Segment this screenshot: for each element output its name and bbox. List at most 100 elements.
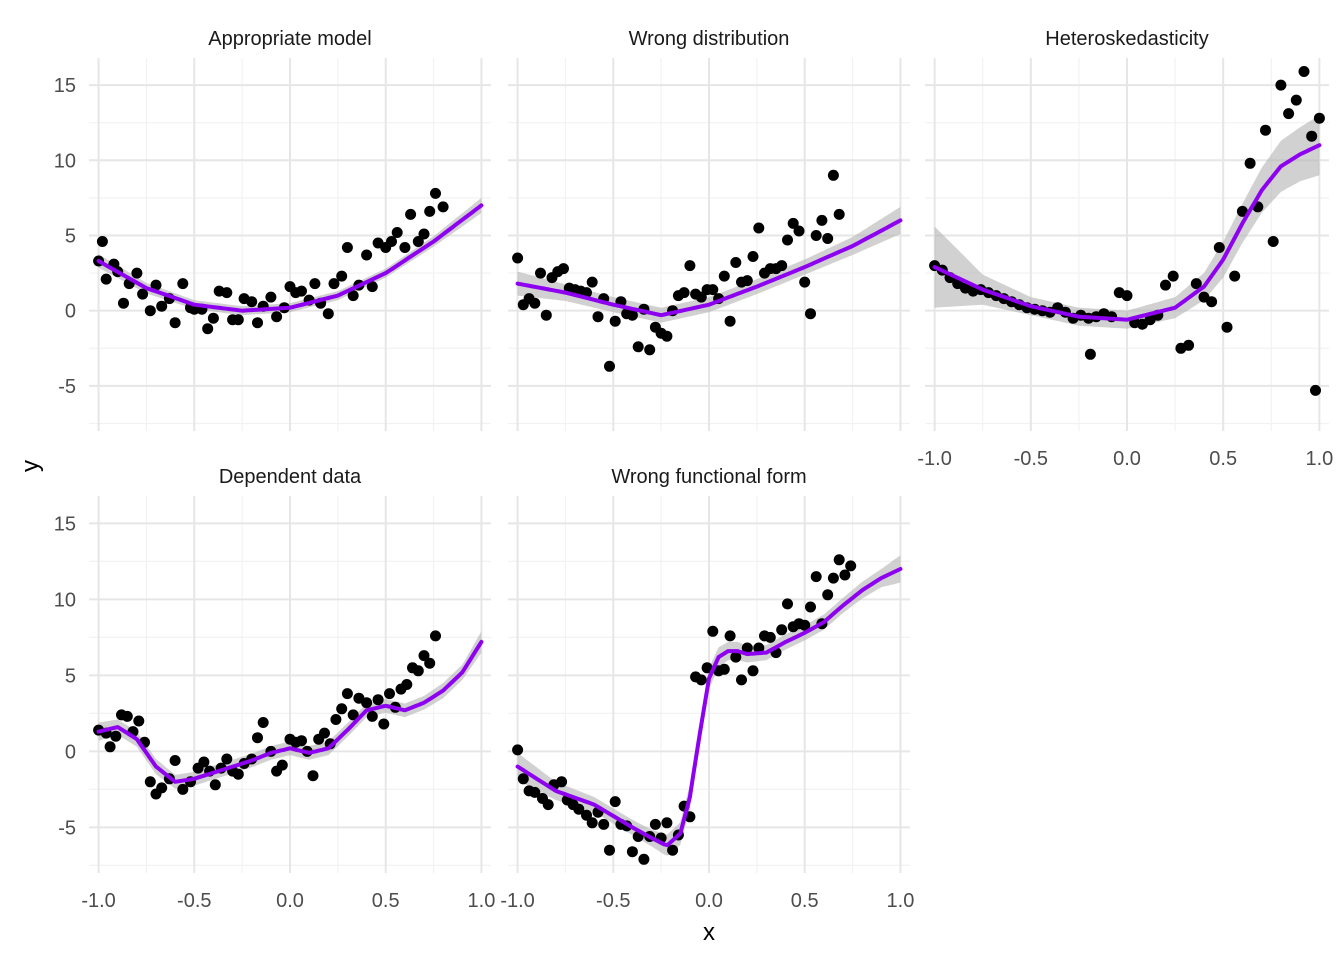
confidence-band bbox=[934, 115, 1320, 329]
data-point bbox=[336, 270, 348, 282]
data-point bbox=[131, 267, 143, 279]
y-tick-label: 0 bbox=[65, 741, 76, 763]
data-point bbox=[418, 228, 430, 240]
data-point bbox=[1290, 94, 1302, 106]
data-point bbox=[827, 169, 839, 181]
x-tick-label: -1.0 bbox=[81, 890, 115, 912]
data-point bbox=[718, 270, 730, 282]
data-point bbox=[418, 650, 430, 662]
data-point bbox=[604, 844, 615, 856]
x-tick-label: 1.0 bbox=[887, 890, 915, 912]
smooth-line bbox=[515, 567, 903, 848]
data-point bbox=[309, 278, 321, 290]
data-point bbox=[598, 818, 610, 830]
data-point bbox=[535, 267, 546, 279]
x-tick-label: 0.5 bbox=[1209, 448, 1237, 470]
y-tick-label: 0 bbox=[65, 301, 76, 323]
data-point bbox=[542, 799, 554, 811]
data-point bbox=[1160, 279, 1171, 291]
data-point bbox=[833, 554, 845, 566]
data-point bbox=[586, 276, 598, 288]
data-point bbox=[177, 278, 189, 290]
data-point bbox=[322, 308, 334, 320]
data-point bbox=[252, 317, 263, 329]
data-point bbox=[144, 305, 156, 317]
data-point bbox=[810, 571, 822, 583]
data-point bbox=[810, 230, 822, 241]
data-point bbox=[558, 263, 569, 275]
data-point bbox=[793, 225, 805, 237]
data-point bbox=[540, 309, 552, 321]
data-point bbox=[257, 717, 269, 728]
data-point bbox=[252, 732, 263, 744]
data-point bbox=[753, 222, 765, 234]
data-point bbox=[401, 679, 413, 690]
data-point bbox=[1084, 348, 1096, 360]
data-point bbox=[144, 776, 156, 788]
data-point bbox=[678, 287, 690, 299]
y-tick-label: 5 bbox=[65, 225, 76, 247]
data-point bbox=[430, 187, 441, 199]
data-point bbox=[592, 311, 604, 323]
data-point bbox=[512, 252, 524, 264]
data-point bbox=[405, 208, 417, 220]
data-point bbox=[1298, 66, 1310, 77]
smooth-line bbox=[96, 203, 484, 313]
y-tick-label: 10 bbox=[54, 150, 76, 172]
data-point bbox=[609, 796, 621, 808]
data-point bbox=[366, 710, 378, 722]
data-point bbox=[1275, 79, 1287, 91]
x-tick-label: -1.0 bbox=[917, 448, 951, 470]
data-point bbox=[384, 688, 395, 700]
data-point bbox=[667, 844, 679, 856]
data-point bbox=[150, 279, 162, 291]
data-point bbox=[787, 217, 799, 229]
data-point bbox=[747, 251, 759, 262]
data-point bbox=[221, 287, 233, 299]
data-point bbox=[202, 323, 214, 335]
data-point bbox=[330, 714, 342, 725]
data-point bbox=[1121, 290, 1133, 302]
y-tick-label: 5 bbox=[65, 665, 76, 687]
data-point bbox=[271, 311, 283, 323]
data-point bbox=[833, 208, 845, 220]
data-point bbox=[517, 773, 529, 785]
data-point bbox=[782, 598, 793, 610]
y-tick-label: -5 bbox=[58, 376, 76, 398]
x-tick-label: -0.5 bbox=[1014, 448, 1048, 470]
data-point bbox=[782, 234, 793, 246]
facet-panels: Appropriate model -5 0 5 10 15 Wrong distribut… bbox=[54, 28, 1334, 912]
data-point bbox=[649, 818, 661, 830]
data-point bbox=[1221, 321, 1233, 333]
smooth-line bbox=[515, 218, 903, 318]
data-point bbox=[644, 344, 656, 356]
data-point bbox=[207, 312, 219, 324]
data-point bbox=[118, 297, 129, 309]
data-point bbox=[361, 249, 373, 261]
data-point bbox=[412, 236, 424, 247]
confidence-band bbox=[98, 197, 482, 316]
data-point bbox=[100, 273, 112, 285]
data-point bbox=[638, 853, 650, 865]
data-point bbox=[328, 278, 340, 290]
x-tick-label: 0.0 bbox=[1113, 448, 1141, 470]
data-point bbox=[378, 718, 390, 730]
x-tick-label: 0.0 bbox=[276, 890, 304, 912]
data-point bbox=[529, 297, 541, 309]
data-point bbox=[730, 651, 742, 663]
data-point bbox=[296, 735, 307, 747]
data-point bbox=[604, 360, 615, 372]
data-point bbox=[741, 275, 753, 287]
data-point bbox=[799, 619, 811, 631]
facet-title: Appropriate model bbox=[208, 28, 371, 50]
data-point bbox=[209, 779, 221, 791]
data-point bbox=[730, 257, 742, 268]
data-point bbox=[805, 601, 816, 613]
data-point bbox=[437, 201, 449, 213]
x-tick-label: 0.5 bbox=[791, 890, 819, 912]
data-point bbox=[1283, 108, 1295, 120]
data-point bbox=[246, 296, 258, 308]
smooth-line bbox=[932, 143, 1322, 322]
data-point bbox=[1310, 384, 1321, 396]
data-point bbox=[1267, 236, 1279, 247]
